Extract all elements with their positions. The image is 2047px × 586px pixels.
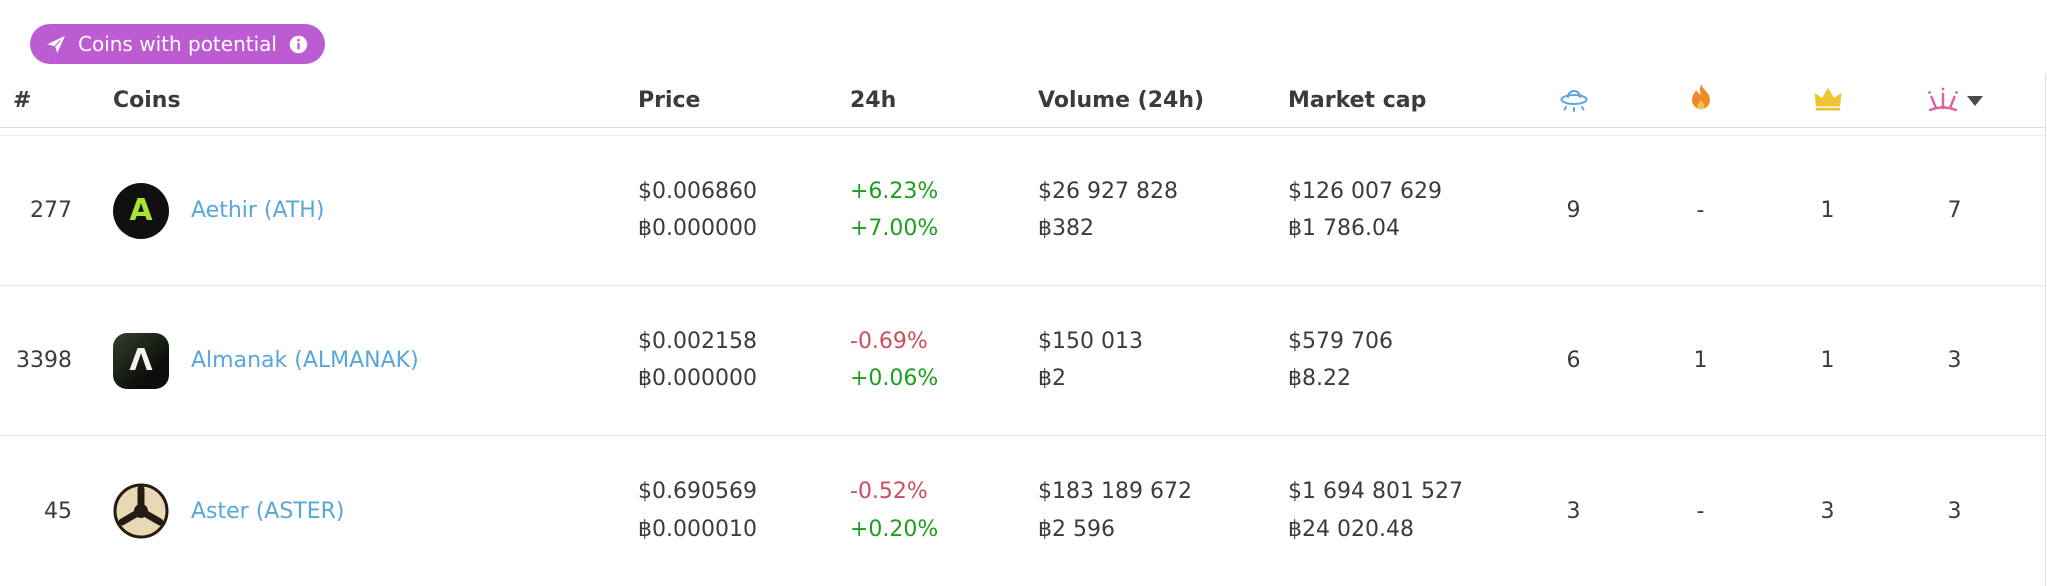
metric-flame: -	[1696, 198, 1705, 223]
header-flame-column[interactable]	[1637, 83, 1764, 119]
coin-link-almanak[interactable]: Almanak (ALMANAK)	[191, 348, 419, 373]
chip-label: Coins with potential	[78, 32, 277, 56]
price-cell: $0.690569 ฿0.000010	[638, 479, 757, 542]
table-row: 45 Aster (ASTER) $0.690569 ฿0.000010	[0, 436, 2045, 586]
metric-fireworks: 3	[1947, 498, 1962, 524]
market-cap-cell: $579 706 ฿8.22	[1288, 328, 1393, 391]
metric-crown: 1	[1820, 348, 1835, 373]
ufo-icon	[1558, 82, 1590, 120]
table-row: 277 A Aethir (ATH) $0.006860 ฿0.000000 +…	[0, 136, 2045, 286]
table-header: # Coins Price 24h Volume (24h) Market ca…	[0, 74, 2045, 128]
header-divider	[0, 128, 2045, 136]
metric-flame: 1	[1693, 348, 1708, 373]
coin-rank: 45	[44, 498, 72, 524]
aethir-logo: A	[113, 182, 169, 239]
fireworks-icon	[1927, 84, 1959, 118]
change-cell: -0.69% +0.06%	[850, 328, 939, 391]
volume-cell: $26 927 828 ฿382	[1038, 178, 1178, 241]
metric-fireworks: 7	[1947, 198, 1962, 223]
price-cell: $0.002158 ฿0.000000	[638, 328, 757, 391]
volume-cell: $150 013 ฿2	[1038, 328, 1143, 391]
coin-rank: 3398	[16, 348, 72, 373]
crown-icon	[1813, 85, 1843, 117]
metric-ufo: 6	[1566, 348, 1581, 373]
sort-caret-icon[interactable]	[1966, 95, 1983, 106]
change-cell: +6.23% +7.00%	[850, 178, 939, 241]
badge-row: Coins with potential	[0, 0, 2047, 64]
volume-cell: $183 189 672 ฿2 596	[1038, 479, 1192, 542]
header-crown-column[interactable]	[1764, 85, 1891, 117]
almanak-logo: Λ	[113, 332, 169, 389]
change-cell: -0.52% +0.20%	[850, 479, 939, 542]
metric-flame: -	[1696, 498, 1705, 524]
metric-ufo: 3	[1566, 498, 1581, 524]
header-market-cap[interactable]: Market cap	[1288, 88, 1427, 113]
table-row: 3398 Λ Almanak (ALMANAK) $0.002158 ฿0.00…	[0, 286, 2045, 436]
coins-table: # Coins Price 24h Volume (24h) Market ca…	[0, 74, 2046, 586]
header-fireworks-column[interactable]	[1891, 84, 2018, 118]
coin-rank: 277	[30, 198, 72, 223]
market-cap-cell: $1 694 801 527 ฿24 020.48	[1288, 479, 1463, 542]
info-icon[interactable]	[288, 34, 309, 55]
header-ufo-column[interactable]	[1510, 82, 1637, 120]
coins-with-potential-chip[interactable]: Coins with potential	[30, 24, 325, 64]
metric-crown: 1	[1820, 198, 1835, 223]
metric-fireworks: 3	[1947, 348, 1962, 373]
price-cell: $0.006860 ฿0.000000	[638, 178, 757, 241]
coin-link-aster[interactable]: Aster (ASTER)	[191, 498, 345, 524]
market-cap-cell: $126 007 629 ฿1 786.04	[1288, 178, 1442, 241]
rocket-icon	[45, 33, 67, 55]
header-rank[interactable]: #	[13, 88, 32, 113]
coin-link-aethir[interactable]: Aethir (ATH)	[191, 198, 325, 223]
header-coins[interactable]: Coins	[113, 88, 181, 113]
flame-icon	[1688, 83, 1714, 119]
header-24h[interactable]: 24h	[850, 88, 897, 113]
aster-logo	[113, 483, 169, 539]
header-volume[interactable]: Volume (24h)	[1038, 88, 1205, 113]
metric-crown: 3	[1820, 498, 1835, 524]
metric-ufo: 9	[1566, 198, 1581, 223]
header-price[interactable]: Price	[638, 88, 701, 113]
